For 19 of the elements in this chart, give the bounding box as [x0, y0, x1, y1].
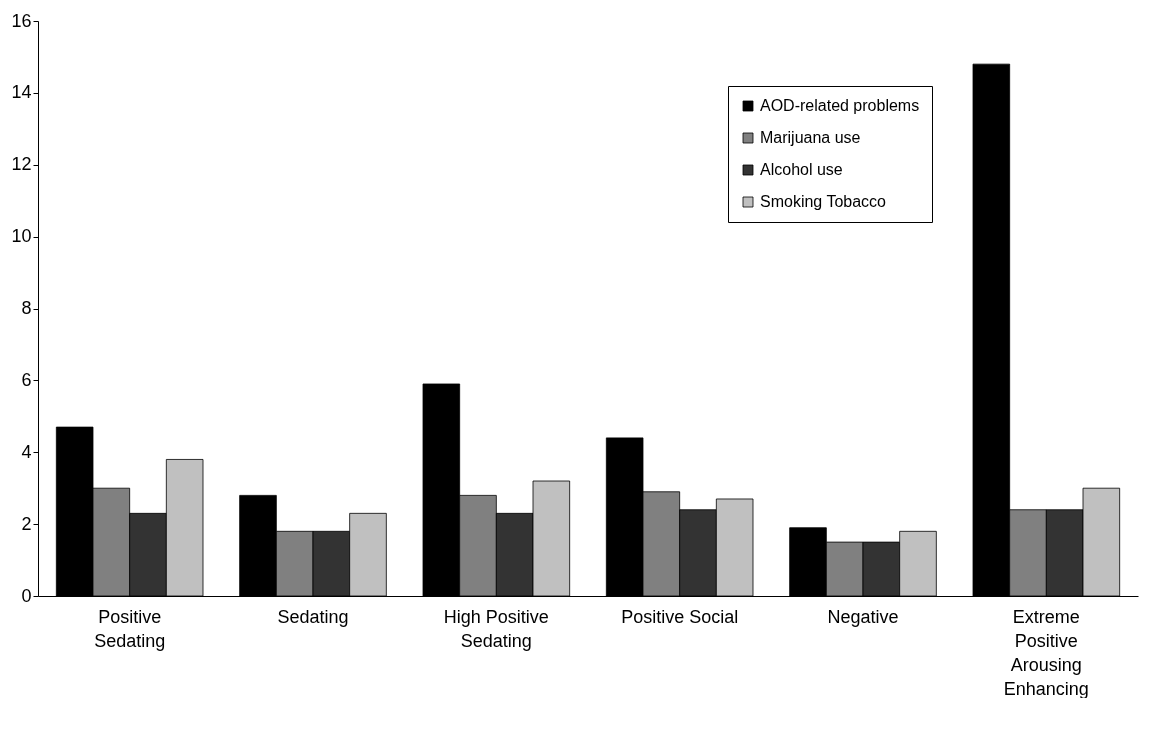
y-tick-label: 0	[21, 585, 32, 606]
y-tick-label: 10	[11, 226, 32, 247]
y-tick-label: 6	[21, 369, 32, 390]
x-tick-label: Negative	[827, 606, 899, 627]
y-tick-label: 14	[11, 82, 32, 103]
x-tick-label: Positive Sedating	[94, 606, 166, 651]
y-tick-label: 4	[21, 441, 32, 462]
y-tick-label: 2	[21, 513, 32, 534]
legend-label: AOD-related problems	[760, 97, 920, 114]
y-tick-label: 8	[21, 298, 32, 318]
legend-label: Marijuana use	[760, 129, 861, 146]
y-tick-label: 16	[11, 10, 32, 31]
legend-label: Alcohol use	[760, 161, 843, 178]
y-tick-label: 12	[11, 154, 32, 175]
x-tick-label: High Positive Sedating	[443, 606, 549, 651]
x-tick-label: Positive Social	[621, 606, 739, 627]
x-tick-label: Sedating	[277, 606, 349, 627]
legend-label: Smoking Tobacco	[760, 193, 887, 210]
x-tick-label: Extreme Positive Arousing Enhancing	[1003, 606, 1089, 699]
